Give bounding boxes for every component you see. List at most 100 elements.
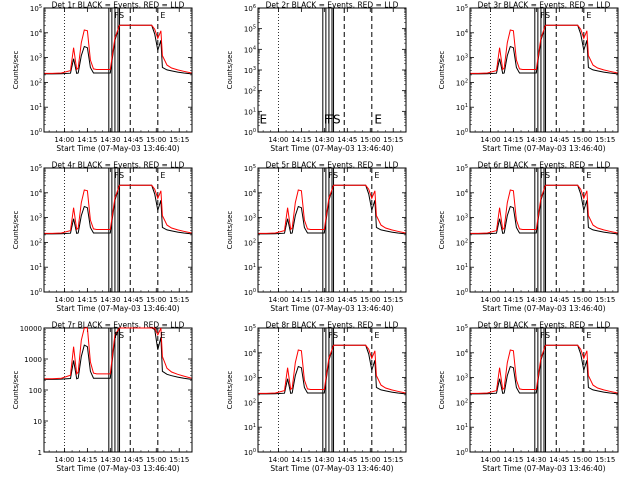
y-tick-label: 103 (244, 214, 256, 223)
lld-series-line (44, 184, 192, 234)
x-tick-label: 14:45 (123, 136, 143, 144)
x-axis-label: Start Time (07-May-03 13:46:40) (482, 144, 605, 153)
x-tick-label: 14:30 (100, 456, 120, 464)
y-tick-label: 105 (456, 164, 468, 173)
y-axis-label: Counts/sec (226, 371, 234, 410)
y-tick-label: 102 (30, 78, 42, 87)
y-tick-label: 1 (38, 449, 42, 457)
flag-label-s: S (333, 331, 338, 340)
x-tick-label: 14:15 (77, 456, 97, 464)
x-tick-label: 14:15 (77, 136, 97, 144)
y-tick-label: 105 (244, 25, 256, 34)
y-tick-label: 104 (30, 29, 42, 38)
x-tick-label: 14:15 (503, 456, 523, 464)
lld-series-line (470, 184, 618, 234)
flag-label-s: S (333, 112, 341, 126)
panel-title: Det 6r BLACK = Events, RED = LLD (478, 161, 611, 170)
y-tick-label: 104 (244, 349, 256, 358)
y-tick-label: 1000 (24, 356, 42, 364)
y-tick-label: 102 (244, 87, 256, 96)
y-tick-label: 103 (30, 214, 42, 223)
x-tick-label: 14:30 (526, 456, 546, 464)
x-tick-label: 15:15 (383, 296, 403, 304)
flag-label-s: S (119, 11, 124, 20)
y-tick-label: 100 (244, 128, 256, 137)
x-tick-label: 14:30 (314, 136, 334, 144)
x-tick-label: 15:00 (572, 456, 592, 464)
x-tick-label: 15:15 (169, 136, 189, 144)
y-tick-label: 10000 (20, 325, 42, 333)
y-tick-label: 100 (30, 288, 42, 297)
flag-label-e: E (160, 11, 165, 20)
panel-title: Det 9r BLACK = Events, RED = LLD (478, 321, 611, 330)
y-tick-label: 104 (456, 349, 468, 358)
panel-title: Det 5r BLACK = Events, RED = LLD (266, 161, 399, 170)
flag-label-f: F (114, 331, 119, 340)
y-tick-label: 101 (30, 103, 42, 112)
y-tick-label: 102 (456, 78, 468, 87)
x-tick-label: 15:15 (383, 456, 403, 464)
x-axis-label: Start Time (07-May-03 13:46:40) (270, 144, 393, 153)
panel-4: Det 4r BLACK = Events, RED = LLD 100 101 10… (12, 161, 193, 313)
flag-label-s: S (119, 171, 124, 180)
x-tick-label: 14:15 (291, 296, 311, 304)
x-tick-label: 15:15 (595, 136, 615, 144)
y-tick-label: 103 (244, 374, 256, 383)
x-tick-label: 14:45 (549, 136, 569, 144)
y-axis-label: Counts/sec (12, 371, 20, 410)
x-tick-label: 15:15 (169, 296, 189, 304)
flag-label-e: E (586, 11, 591, 20)
flag-label-e: E (374, 112, 382, 126)
y-tick-label: 102 (244, 238, 256, 247)
y-axis-label: Counts/sec (438, 371, 446, 410)
y-axis-label: Counts/sec (438, 51, 446, 90)
panel-3: Det 3r BLACK = Events, RED = LLD 100 101 10… (438, 1, 619, 153)
flag-label-f: F (540, 171, 545, 180)
y-tick-label: 101 (456, 423, 468, 432)
x-tick-label: 14:00 (54, 456, 74, 464)
y-tick-label: 103 (456, 374, 468, 383)
panel-2: Det 2r BLACK = Events, RED = LLD 100 101 10… (226, 1, 407, 153)
x-tick-label: 14:00 (54, 136, 74, 144)
y-tick-label: 101 (244, 263, 256, 272)
y-tick-label: 104 (30, 189, 42, 198)
flag-label-f: F (540, 11, 545, 20)
y-tick-label: 101 (244, 107, 256, 116)
x-tick-label: 14:30 (100, 136, 120, 144)
y-tick-label: 101 (30, 263, 42, 272)
x-tick-label: 15:00 (572, 296, 592, 304)
flag-label-f: F (114, 11, 119, 20)
flag-label-e: E (374, 331, 379, 340)
y-tick-label: 105 (30, 4, 42, 13)
y-tick-label: 100 (30, 128, 42, 137)
flag-label-e: E (374, 171, 379, 180)
x-tick-label: 14:30 (526, 296, 546, 304)
x-tick-label: 14:45 (337, 136, 357, 144)
flag-label-s: S (119, 331, 124, 340)
x-tick-label: 15:00 (572, 136, 592, 144)
y-tick-label: 106 (244, 4, 256, 13)
events-series-line (44, 327, 192, 380)
x-axis-label: Start Time (07-May-03 13:46:40) (56, 144, 179, 153)
flag-label-s: S (333, 171, 338, 180)
x-tick-label: 14:45 (123, 456, 143, 464)
x-tick-label: 15:15 (595, 296, 615, 304)
flag-label-f: F (328, 331, 333, 340)
y-tick-label: 102 (456, 238, 468, 247)
y-tick-label: 101 (244, 423, 256, 432)
x-tick-label: 14:45 (549, 296, 569, 304)
x-tick-label: 15:00 (360, 456, 380, 464)
x-tick-label: 15:00 (360, 136, 380, 144)
y-tick-label: 104 (456, 189, 468, 198)
x-tick-label: 14:00 (268, 296, 288, 304)
y-tick-label: 100 (29, 387, 42, 395)
y-tick-label: 105 (456, 4, 468, 13)
flag-label-s: S (545, 171, 550, 180)
flag-label-f: F (328, 171, 333, 180)
flag-label-e: E (260, 112, 268, 126)
x-tick-label: 15:00 (146, 296, 166, 304)
panel-1: Det 1r BLACK = Events, RED = LLD 100 101 10… (12, 1, 193, 153)
y-tick-label: 105 (30, 164, 42, 173)
x-tick-label: 15:15 (169, 456, 189, 464)
flag-label-s: S (545, 331, 550, 340)
